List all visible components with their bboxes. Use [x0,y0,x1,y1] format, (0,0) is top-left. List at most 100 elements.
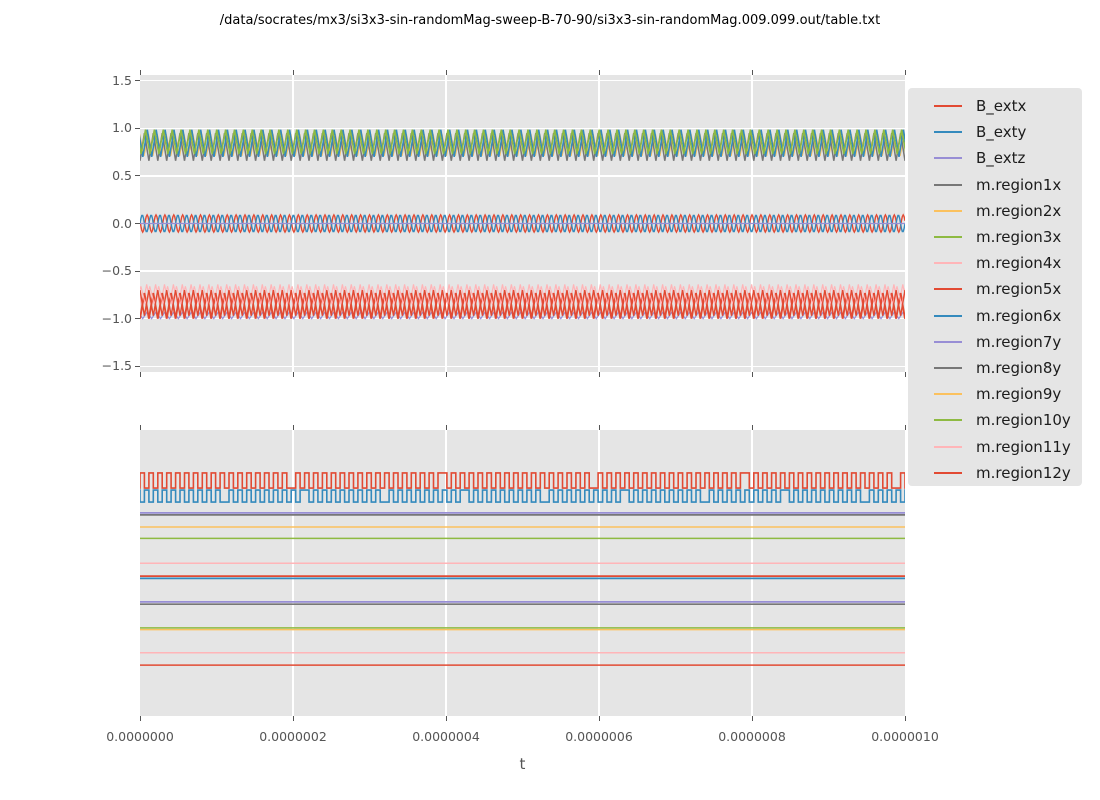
y-tick-mark [135,80,140,82]
x-tick-mark [751,716,753,721]
y-tick-mark [135,175,140,177]
x-tick-mark [904,425,906,430]
bottom-plot-panel [140,430,905,716]
y-tick-label: 0.5 [112,167,132,183]
series-line [140,129,905,155]
legend-item-label: m.region3x [976,228,1062,247]
legend-item-label: m.region10y [976,411,1071,430]
gridline-horizontal [140,270,905,272]
x-tick-mark [904,372,906,377]
legend-line-swatch [934,131,962,134]
gridline-horizontal [140,80,905,82]
legend-item-label: B_exty [976,123,1027,142]
y-tick-label: −1.5 [101,358,132,374]
legend-line-swatch [934,340,962,343]
x-tick-label: 0.0000006 [565,729,633,744]
y-tick-mark [135,365,140,367]
x-tick-mark [139,425,141,430]
legend-item-label: B_extz [976,149,1026,168]
legend-item: m.region4x [908,250,1082,276]
legend-item-label: m.region4x [976,254,1062,273]
legend-item: m.region6x [908,303,1082,329]
legend-line-swatch [934,366,962,369]
legend-line-swatch [934,105,962,108]
series-line [140,472,905,489]
series-line [140,289,905,316]
legend-line-swatch [934,445,962,448]
legend-line-swatch [934,183,962,186]
gridline-vertical [292,430,294,716]
x-tick-mark [598,425,600,430]
x-tick-mark [139,70,141,75]
legend: B_extx B_exty B_extz m.region1x m.region2x m.… [908,88,1082,486]
y-tick-label: −1.0 [101,310,132,326]
x-tick-label: 0.0000000 [106,729,174,744]
x-tick-mark [751,425,753,430]
x-tick-mark [445,716,447,721]
x-tick-mark [292,372,294,377]
legend-item: m.region5x [908,276,1082,302]
legend-item-label: m.region9y [976,385,1062,404]
legend-item-label: m.region1x [976,175,1062,194]
legend-item: m.region9y [908,381,1082,407]
x-tick-mark [292,716,294,721]
legend-item-label: m.region6x [976,306,1062,325]
legend-item-label: m.region8y [976,358,1062,377]
y-tick-mark [135,270,140,272]
legend-line-swatch [934,419,962,422]
x-tick-mark [445,70,447,75]
x-tick-mark [139,372,141,377]
legend-item-label: m.region2x [976,201,1062,220]
x-tick-label: 0.0000010 [871,729,939,744]
series-line [140,489,905,503]
y-tick-mark [135,318,140,320]
legend-item-label: m.region11y [976,437,1071,456]
legend-item: m.region12y [908,460,1082,486]
x-tick-mark [292,70,294,75]
legend-item: m.region1x [908,172,1082,198]
bottom-plot-lines [140,472,905,666]
legend-line-swatch [934,157,962,160]
legend-line-swatch [934,471,962,474]
legend-item: m.region11y [908,433,1082,459]
x-tick-label: 0.0000002 [259,729,327,744]
x-tick-mark [445,425,447,430]
y-tick-mark [135,223,140,224]
x-tick-mark [751,70,753,75]
x-tick-mark [904,70,906,75]
x-tick-mark [598,716,600,721]
x-tick-mark [751,372,753,377]
legend-line-swatch [934,262,962,265]
x-tick-mark [904,716,906,721]
y-tick-mark [135,127,140,129]
legend-item-label: m.region5x [976,280,1062,299]
legend-item: m.region7y [908,329,1082,355]
gridline-horizontal [140,175,905,177]
legend-item-label: m.region7y [976,332,1062,351]
legend-line-swatch [934,393,962,396]
legend-item: m.region2x [908,198,1082,224]
legend-item: m.region3x [908,224,1082,250]
gridline-vertical [751,430,753,716]
gridline-vertical [598,430,600,716]
plot-title: /data/socrates/mx3/si3x3-sin-randomMag-s… [219,13,881,28]
x-tick-mark [139,716,141,721]
top-plot-panel [140,75,905,372]
gridline-horizontal [140,127,905,129]
x-tick-label: 0.0000008 [718,729,786,744]
top-plot-lines [140,129,905,320]
legend-item: B_exty [908,119,1082,145]
legend-line-swatch [934,236,962,239]
legend-line-swatch [934,314,962,317]
legend-line-swatch [934,288,962,291]
y-tick-label: 1.5 [112,72,132,88]
legend-item: m.region8y [908,355,1082,381]
x-tick-mark [598,372,600,377]
x-axis-label: t [519,755,526,773]
legend-item: B_extx [908,93,1082,119]
legend-item-label: B_extx [976,97,1027,116]
gridline-vertical [445,430,447,716]
y-tick-label: 0.0 [112,215,132,231]
x-tick-mark [292,425,294,430]
